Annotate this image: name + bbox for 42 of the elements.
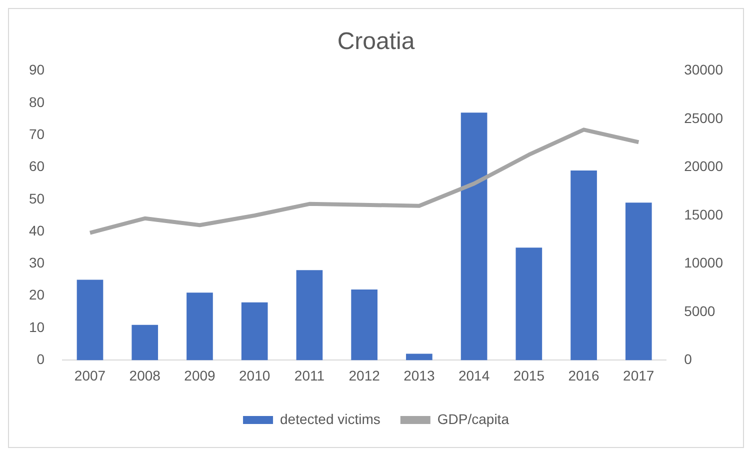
x-tick-label: 2011 [294, 367, 325, 384]
x-tick-label: 2007 [74, 367, 106, 384]
bar [186, 292, 213, 360]
x-tick-label: 2015 [513, 367, 545, 384]
y-tick-label: 60 [28, 158, 45, 174]
y2-tick-label: 15000 [684, 206, 724, 222]
legend-label: GDP/capita [437, 410, 510, 427]
x-tick-label: 2008 [129, 367, 161, 384]
x-tick-label: 2016 [568, 367, 600, 384]
legend-label: detected victims [280, 410, 380, 427]
y2-tick-label: 10000 [684, 254, 724, 271]
y-tick-label: 80 [28, 94, 45, 110]
y2-tick-label: 0 [684, 351, 692, 368]
bar [351, 289, 378, 360]
y2-tick-label: 5000 [684, 302, 716, 319]
x-tick-label: 2009 [184, 367, 216, 384]
y-tick-label: 10 [28, 318, 45, 335]
y-tick-label: 50 [28, 190, 45, 206]
y-tick-label: 30 [28, 254, 45, 271]
y2-tick-label: 25000 [684, 110, 724, 126]
bar [516, 248, 542, 360]
y-tick-label: 40 [28, 222, 45, 238]
y2-tick-label: 30000 [684, 62, 724, 78]
bar [625, 202, 652, 360]
x-tick-label: 2010 [239, 367, 270, 384]
y-tick-label: 90 [28, 62, 45, 78]
bar [132, 324, 158, 360]
bar [406, 354, 432, 360]
x-tick-label: 2012 [348, 367, 380, 384]
bar [241, 302, 268, 360]
bar [460, 112, 488, 360]
x-tick-label: 2014 [458, 367, 490, 384]
bar [296, 270, 323, 360]
y-tick-label: 20 [28, 286, 45, 303]
x-tick-label: 2017 [623, 367, 654, 384]
y2-tick-label: 20000 [684, 158, 724, 174]
bar [570, 170, 597, 360]
bar [76, 280, 104, 360]
y-tick-label: 0 [36, 351, 45, 368]
y-tick-label: 70 [28, 126, 45, 142]
x-tick-label: 2013 [404, 367, 435, 384]
chart-title: Croatia [337, 28, 416, 56]
